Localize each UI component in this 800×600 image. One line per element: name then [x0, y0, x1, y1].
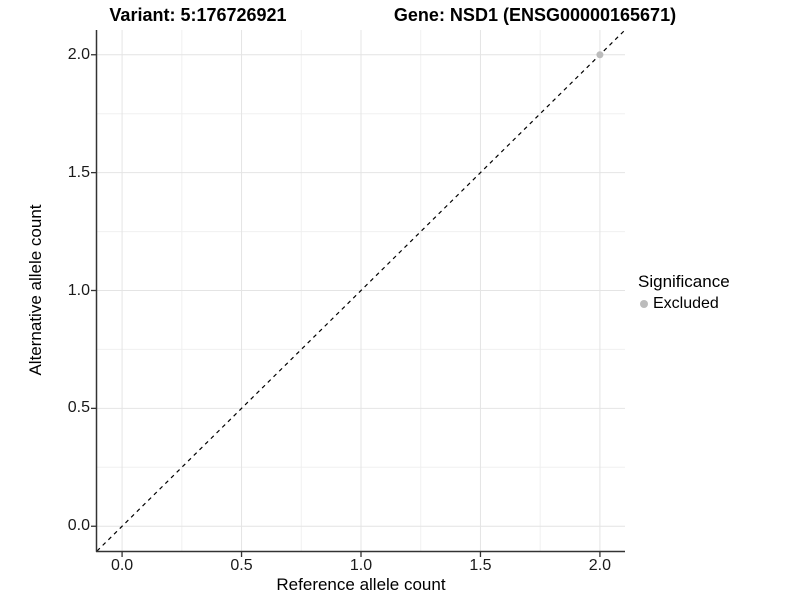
y-tick-label: 1.0	[67, 281, 90, 299]
x-axis-label: Reference allele count	[276, 575, 446, 594]
y-tick-label: 0.0	[67, 517, 90, 535]
x-tick-label: 1.0	[349, 557, 373, 574]
plot-title-gene: Gene: NSD1 (ENSG00000165671)	[393, 5, 677, 25]
y-tick-label: 1.5	[67, 163, 90, 181]
legend-item-label: Excluded	[653, 295, 719, 312]
identity-reference-line	[96, 29, 626, 552]
legend-title: Significance	[638, 272, 730, 291]
x-tick-label: 2.0	[588, 557, 612, 574]
excluded-point-icon	[640, 300, 648, 308]
x-tick-label: 0.0	[110, 557, 134, 574]
x-tick-label: 1.5	[469, 557, 492, 574]
y-tick-label: 2.0	[67, 45, 90, 63]
x-tick-label: 0.5	[230, 557, 253, 574]
legend-item-excluded: Excluded	[640, 295, 730, 313]
legend: Significance Excluded	[638, 272, 730, 313]
y-axis-label: Alternative allele count	[26, 204, 45, 376]
y-tick-label: 0.5	[67, 399, 90, 417]
plot-title-variant: Variant: 5:176726921	[109, 5, 287, 25]
data-point-excluded	[596, 51, 604, 59]
